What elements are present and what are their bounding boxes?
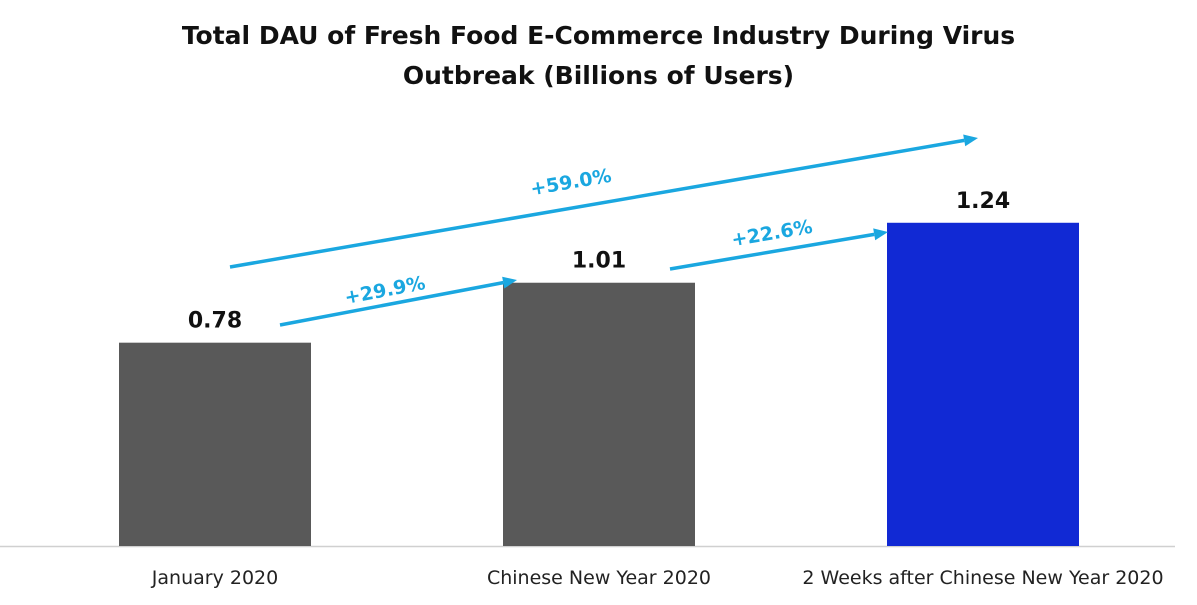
value-labels-group: 0.78 1.01 1.24 bbox=[188, 189, 1010, 334]
value-label: 1.24 bbox=[956, 189, 1010, 214]
arrow-head bbox=[963, 134, 978, 147]
growth-arrow-line bbox=[279, 280, 504, 327]
arrow-head bbox=[873, 228, 888, 241]
chart-title-line-1: Total DAU of Fresh Food E-Commerce Indus… bbox=[181, 21, 1016, 50]
value-label: 0.78 bbox=[188, 309, 242, 334]
bar bbox=[119, 342, 311, 546]
bar bbox=[887, 222, 1079, 547]
chart-title-line-2: Outbreak (Billions of Users) bbox=[402, 61, 795, 90]
category-label: Chinese New Year 2020 bbox=[487, 567, 711, 589]
category-labels-group: January 2020 Chinese New Year 2020 2 Weeks… bbox=[151, 567, 1164, 589]
growth-arrow-line bbox=[229, 138, 965, 269]
bar bbox=[503, 282, 695, 546]
category-label: 2 Weeks after Chinese New Year 2020 bbox=[802, 567, 1163, 589]
growth-label: +59.0% bbox=[529, 165, 613, 201]
bars-group bbox=[119, 222, 1079, 547]
category-label: January 2020 bbox=[151, 567, 278, 589]
arrow-head bbox=[502, 276, 517, 289]
value-label: 1.01 bbox=[572, 249, 626, 274]
growth-arrow-line bbox=[669, 232, 875, 271]
